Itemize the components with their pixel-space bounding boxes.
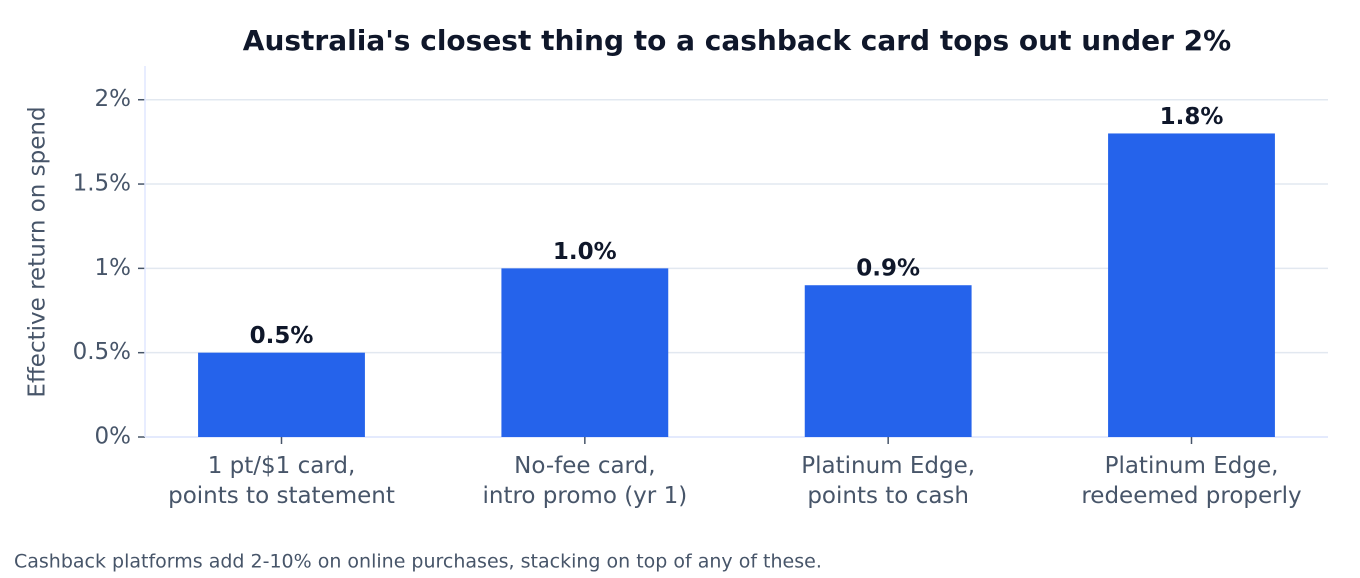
x-tick-label: No-fee card, intro promo (yr 1): [482, 453, 688, 509]
footnote: Cashback platforms add 2-10% on online p…: [14, 551, 822, 573]
x-tick-label: Platinum Edge, redeemed properly: [1081, 453, 1302, 509]
bar: [501, 268, 669, 437]
x-tick-label: 1 pt/$1 card, points to statement: [168, 453, 395, 509]
data-label: 1.0%: [553, 239, 617, 265]
bar: [198, 352, 365, 437]
y-tick-label: 1.5%: [73, 171, 131, 197]
y-tick-label: 1%: [95, 255, 132, 281]
data-label: 1.8%: [1160, 104, 1224, 130]
y-tick-label: 2%: [95, 86, 132, 112]
data-label: 0.5%: [250, 323, 314, 349]
data-label: 0.9%: [856, 256, 920, 282]
y-tick-label: 0.5%: [73, 339, 131, 365]
bar: [804, 285, 972, 437]
chart-title: Australia's closest thing to a cashback …: [243, 24, 1231, 57]
y-tick-label: 0%: [95, 424, 132, 450]
bar: [1108, 133, 1275, 438]
y-axis-label: Effective return on spend: [25, 106, 51, 397]
x-tick-label: Platinum Edge, points to cash: [801, 453, 976, 509]
